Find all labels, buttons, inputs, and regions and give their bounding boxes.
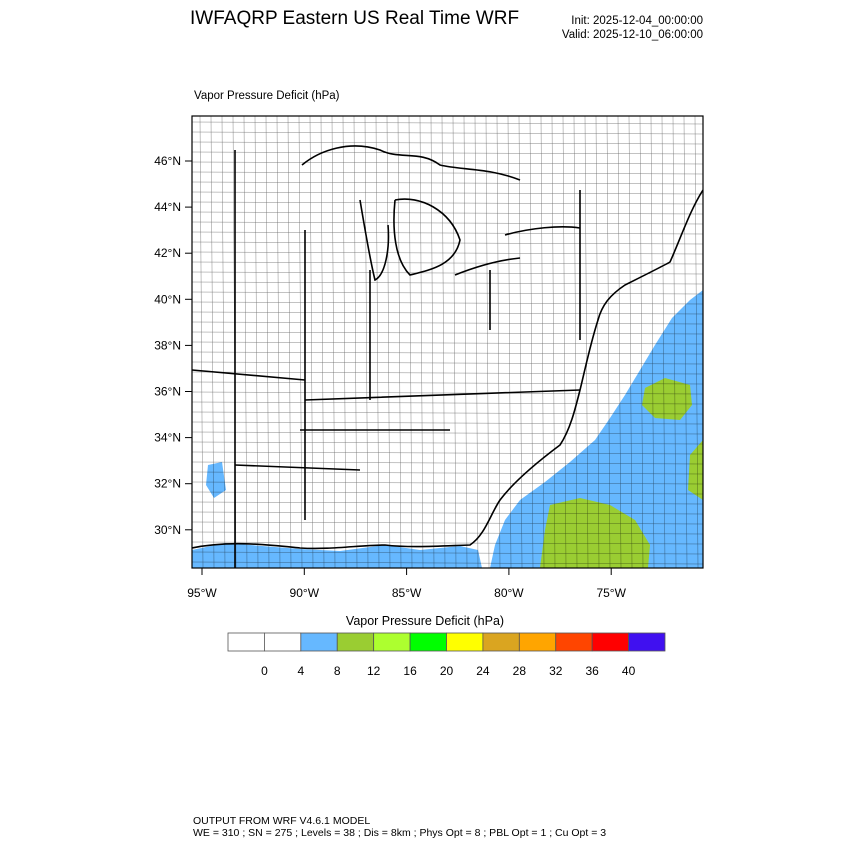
colorbar-label: 28 [513, 664, 527, 678]
vpd-patch [540, 498, 650, 568]
valid-time: Valid: 2025-12-10_06:00:00 [561, 29, 703, 41]
colorbar-box [409, 632, 447, 652]
lat-label: 36°N [154, 385, 181, 399]
gulf-of-mexico [192, 543, 482, 568]
colorbar-label: 36 [585, 664, 599, 678]
colorbar-box [446, 632, 484, 652]
atlantic-ocean [490, 290, 703, 568]
field-label: Vapor Pressure Deficit (hPa) [194, 90, 340, 102]
footer-line2: WE = 310 ; SN = 275 ; Levels = 38 ; Dis … [193, 827, 607, 839]
colorbar-label: 40 [622, 664, 636, 678]
time-info: Init: 2025-12-04_00:00:00 Valid: 2025-12… [562, 14, 703, 42]
lat-label: 38°N [154, 338, 181, 352]
colorbar-label: 0 [261, 664, 268, 678]
lat-label: 44°N [154, 200, 181, 214]
lat-label: 40°N [154, 292, 181, 306]
colorbar-box [628, 632, 666, 652]
colorbar-label: 16 [403, 664, 417, 678]
lon-label: 95°W [187, 586, 217, 600]
colorbar-box [518, 632, 557, 652]
colorbar-box [482, 632, 520, 652]
lat-label: 34°N [154, 431, 181, 445]
colorbar-box [264, 632, 302, 652]
colorbar-label: 32 [549, 664, 563, 678]
init-time: Init: 2025-12-04_00:00:00 [571, 15, 703, 27]
lon-label: 80°W [494, 586, 524, 600]
vpd-patch [206, 462, 226, 498]
colorbar-box [336, 632, 375, 652]
map-frame [191, 115, 704, 569]
vpd-patch [688, 440, 703, 500]
colorbar-label: 24 [476, 664, 490, 678]
lat-label: 42°N [154, 246, 181, 260]
lon-label: 90°W [290, 586, 320, 600]
colorbar-label: 20 [440, 664, 454, 678]
colorbar-box [373, 632, 411, 652]
lat-label: 32°N [154, 477, 181, 491]
colorbar-label: 8 [334, 664, 341, 678]
colorbar-box [227, 632, 265, 652]
lat-label: 46°N [154, 154, 181, 168]
lon-label: 75°W [596, 586, 626, 600]
colorbar-box [300, 632, 338, 652]
colorbar-box [555, 632, 593, 652]
plot-title: IWFAQRP Eastern US Real Time WRF [190, 8, 520, 29]
footer-line1: OUTPUT FROM WRF V4.6.1 MODEL [193, 815, 371, 827]
model-info: OUTPUT FROM WRF V4.6.1 MODEL WE = 310 ; … [193, 815, 606, 839]
colorbar-label: 4 [297, 664, 304, 678]
colorbar-label: 12 [367, 664, 381, 678]
colorbar-title: Vapor Pressure Deficit (hPa) [345, 614, 505, 628]
lat-label: 30°N [154, 523, 181, 537]
vpd-patch [642, 378, 692, 420]
colorbar-box [591, 632, 629, 652]
lon-label: 85°W [392, 586, 422, 600]
colorbar: 0 4 8 12 16 20 24 28 32 36 40 [227, 632, 666, 678]
